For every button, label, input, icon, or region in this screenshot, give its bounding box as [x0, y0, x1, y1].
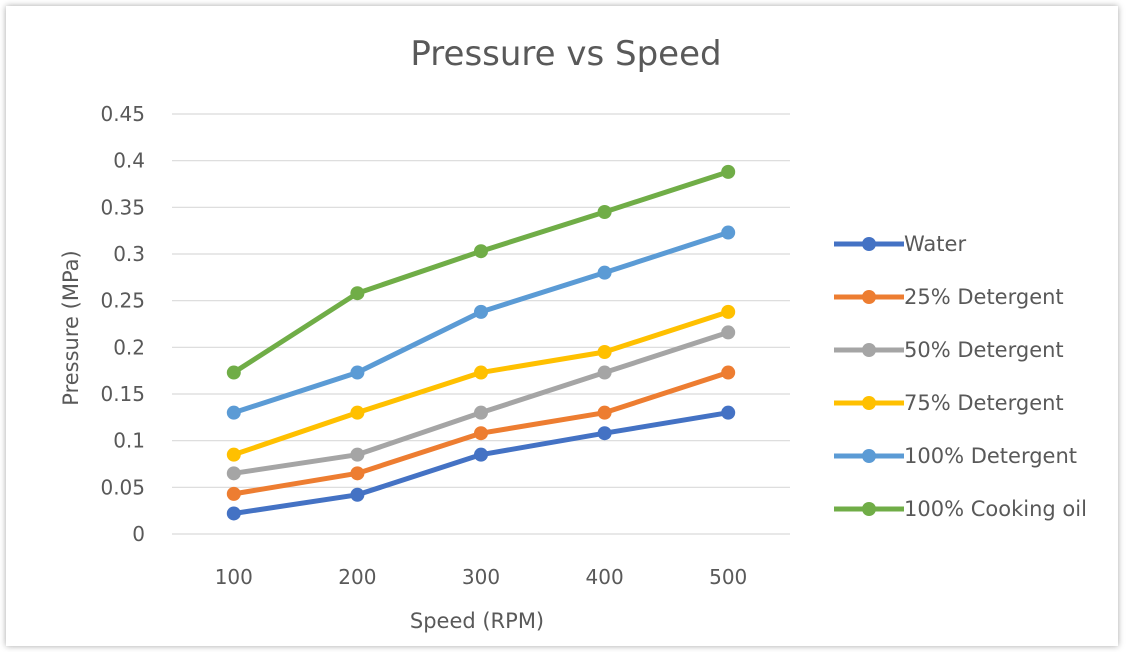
legend-marker [862, 449, 876, 463]
data-point [474, 365, 488, 380]
x-axis-ticks: 100 200 300 400 500 [215, 565, 748, 589]
legend-item: 25% Detergent [834, 285, 1064, 309]
legend-label: 50% Detergent [904, 338, 1064, 362]
y-tick-label: 0.4 [113, 149, 145, 173]
data-point [721, 405, 736, 420]
legend-item: 75% Detergent [834, 391, 1064, 415]
x-tick-label: 300 [462, 565, 500, 589]
data-point [597, 345, 612, 359]
data-point [474, 244, 488, 259]
data-point [474, 304, 488, 319]
legend-item: 100% Cooking oil [834, 497, 1087, 521]
x-tick-label: 200 [338, 565, 376, 589]
legend-marker [862, 237, 876, 251]
legend-marker [862, 502, 876, 516]
y-axis-ticks: 0 0.05 0.1 0.15 0.2 0.25 0.3 0.35 0.4 0.45 [100, 102, 145, 546]
legend-marker [862, 290, 876, 304]
line-chart: Pressure vs Speed 0 0.05 0.1 0.15 0.2 0.25 0.3… [59, 34, 1087, 633]
series-3 [226, 304, 736, 462]
data-point [597, 426, 612, 441]
series-layer [226, 164, 736, 521]
data-point [226, 486, 241, 501]
x-axis-title: Speed (RPM) [410, 609, 544, 633]
data-point [226, 447, 241, 462]
x-tick-label: 400 [586, 565, 624, 589]
data-point [721, 304, 736, 319]
series-4 [226, 225, 736, 420]
legend-label: 25% Detergent [904, 285, 1064, 309]
legend: Water 25% Detergent 50% Detergent 75% Deter… [834, 232, 1087, 521]
data-point [474, 405, 488, 420]
series-2 [226, 325, 736, 481]
y-tick-label: 0.3 [113, 242, 145, 266]
x-tick-label: 100 [215, 565, 253, 589]
chart-frame: Pressure vs Speed 0 0.05 0.1 0.15 0.2 0.25 0.3… [6, 6, 1118, 646]
series-line [231, 169, 731, 376]
data-point [350, 466, 365, 481]
data-point [597, 265, 612, 280]
series-1 [226, 365, 736, 501]
y-tick-label: 0.35 [100, 195, 145, 219]
legend-label: 100% Cooking oil [904, 497, 1087, 521]
chart-title: Pressure vs Speed [410, 34, 721, 74]
data-point [721, 325, 736, 340]
y-tick-label: 0 [132, 522, 145, 546]
x-tick-label: 500 [709, 565, 747, 589]
legend-label: 100% Detergent [904, 444, 1077, 468]
data-point [474, 447, 488, 462]
data-point [721, 164, 736, 179]
data-point [350, 365, 365, 380]
y-tick-label: 0.45 [100, 102, 145, 126]
legend-marker [862, 396, 876, 410]
data-point [226, 466, 241, 481]
data-point [721, 225, 736, 240]
legend-item: 50% Detergent [834, 338, 1064, 362]
data-point [597, 405, 612, 420]
series-0 [226, 405, 736, 521]
legend-label: 75% Detergent [904, 391, 1064, 415]
y-tick-label: 0.1 [113, 429, 145, 453]
series-5 [226, 164, 736, 380]
data-point [721, 365, 736, 380]
data-point [597, 365, 612, 380]
data-point [226, 405, 241, 420]
data-point [597, 205, 612, 219]
data-point [350, 286, 365, 301]
y-tick-label: 0.05 [100, 475, 145, 499]
legend-marker [862, 343, 876, 357]
legend-item: Water [834, 232, 966, 256]
data-point [350, 447, 365, 462]
y-tick-label: 0.2 [113, 335, 145, 359]
y-tick-label: 0.15 [100, 382, 145, 406]
data-point [226, 365, 241, 380]
data-point [350, 487, 365, 502]
legend-label: Water [904, 232, 966, 256]
y-tick-label: 0.25 [100, 289, 145, 313]
data-point [474, 426, 488, 441]
y-axis-title: Pressure (MPa) [59, 250, 83, 405]
data-point [226, 506, 241, 521]
legend-item: 100% Detergent [834, 444, 1077, 468]
data-point [350, 405, 365, 420]
